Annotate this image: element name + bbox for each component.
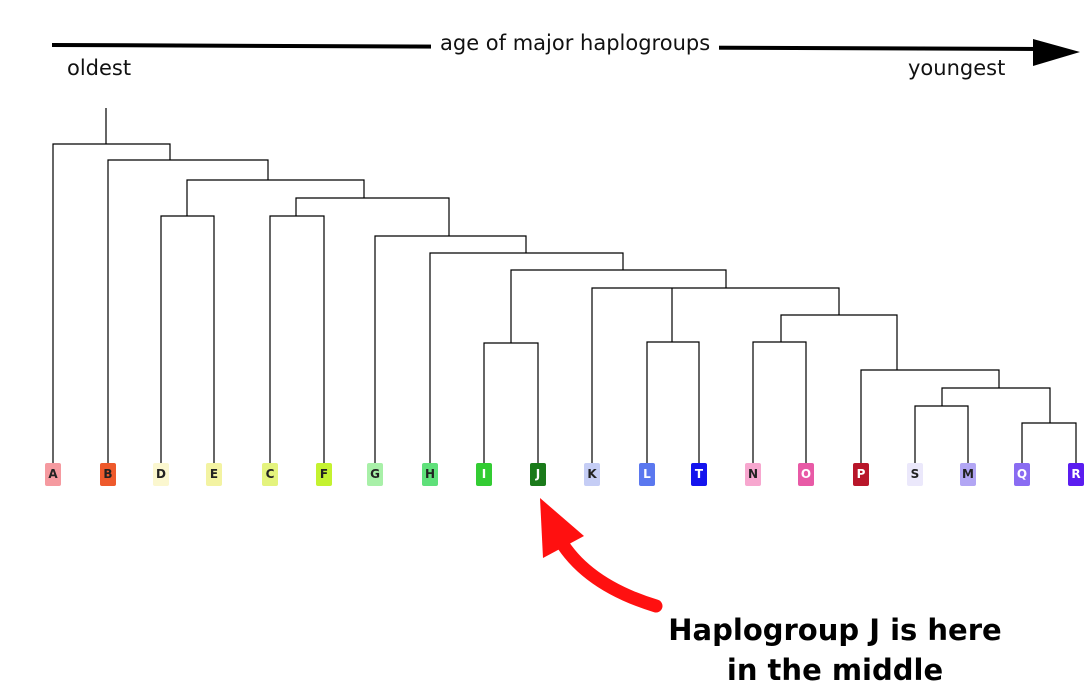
tree-branch-DE-rest	[186, 179, 365, 216]
haplogroup-leaf-h: H	[422, 463, 438, 486]
youngest-label: youngest	[908, 56, 1006, 80]
oldest-label: oldest	[67, 56, 132, 80]
tree-branch-SM	[914, 405, 969, 463]
callout-line-2: in the middle	[726, 653, 944, 687]
callout-text: Haplogroup J is here in the middle	[640, 610, 1030, 690]
haplogroup-leaf-r: R	[1068, 463, 1084, 486]
tree-branch-H-rest	[429, 252, 624, 463]
tree-branch-NO-rest	[780, 314, 898, 370]
age-axis-arrowhead	[1033, 39, 1080, 66]
haplogroup-leaf-k: K	[584, 463, 600, 486]
haplogroup-leaf-m: M	[960, 463, 976, 486]
callout-arrow	[540, 498, 663, 613]
age-axis-label: age of major haplogroups	[431, 31, 720, 55]
tree-branch-QR	[1021, 422, 1077, 463]
tree-branch-CF	[269, 215, 325, 463]
tree-branch-SM-QR	[941, 387, 1051, 423]
haplogroup-leaf-q: Q	[1014, 463, 1030, 486]
haplogroup-leaf-i: I	[476, 463, 492, 486]
haplogroup-leaf-j: J	[530, 463, 546, 486]
haplogroup-leaf-g: G	[367, 463, 383, 486]
haplogroup-leaf-l: L	[639, 463, 655, 486]
phylogenetic-tree	[52, 108, 1077, 463]
tree-branch-IJ-rest	[510, 269, 727, 343]
tree-branch-NO	[752, 341, 807, 463]
tree-branch-IJ	[483, 342, 539, 463]
haplogroup-leaf-p: P	[853, 463, 869, 486]
callout-arrowhead	[540, 498, 584, 558]
haplogroup-leaf-n: N	[745, 463, 761, 486]
tree-branch-G-rest	[374, 235, 527, 463]
haplogroup-leaf-s: S	[907, 463, 923, 486]
haplogroup-leaf-o: O	[798, 463, 814, 486]
callout-line-1: Haplogroup J is here	[668, 613, 1002, 647]
tree-branch-LT	[646, 341, 700, 463]
haplogroup-leaf-t: T	[691, 463, 707, 486]
haplogroup-leaf-c: C	[262, 463, 278, 486]
tree-branch-P-rest	[860, 369, 1000, 463]
haplogroup-leaf-e: E	[206, 463, 222, 486]
tree-branch-KLT-rest	[591, 287, 840, 463]
haplogroup-leaf-a: A	[45, 463, 61, 486]
haplogroup-leaf-b: B	[100, 463, 116, 486]
tree-branch-B-rest	[107, 159, 269, 463]
tree-branch-A-rest	[52, 143, 171, 463]
haplogroup-leaf-f: F	[316, 463, 332, 486]
callout-arrow-shaft	[553, 533, 663, 613]
tree-branch-CF-rest	[295, 197, 450, 236]
tree-branch-DE	[160, 215, 215, 463]
haplogroup-leaf-d: D	[153, 463, 169, 486]
